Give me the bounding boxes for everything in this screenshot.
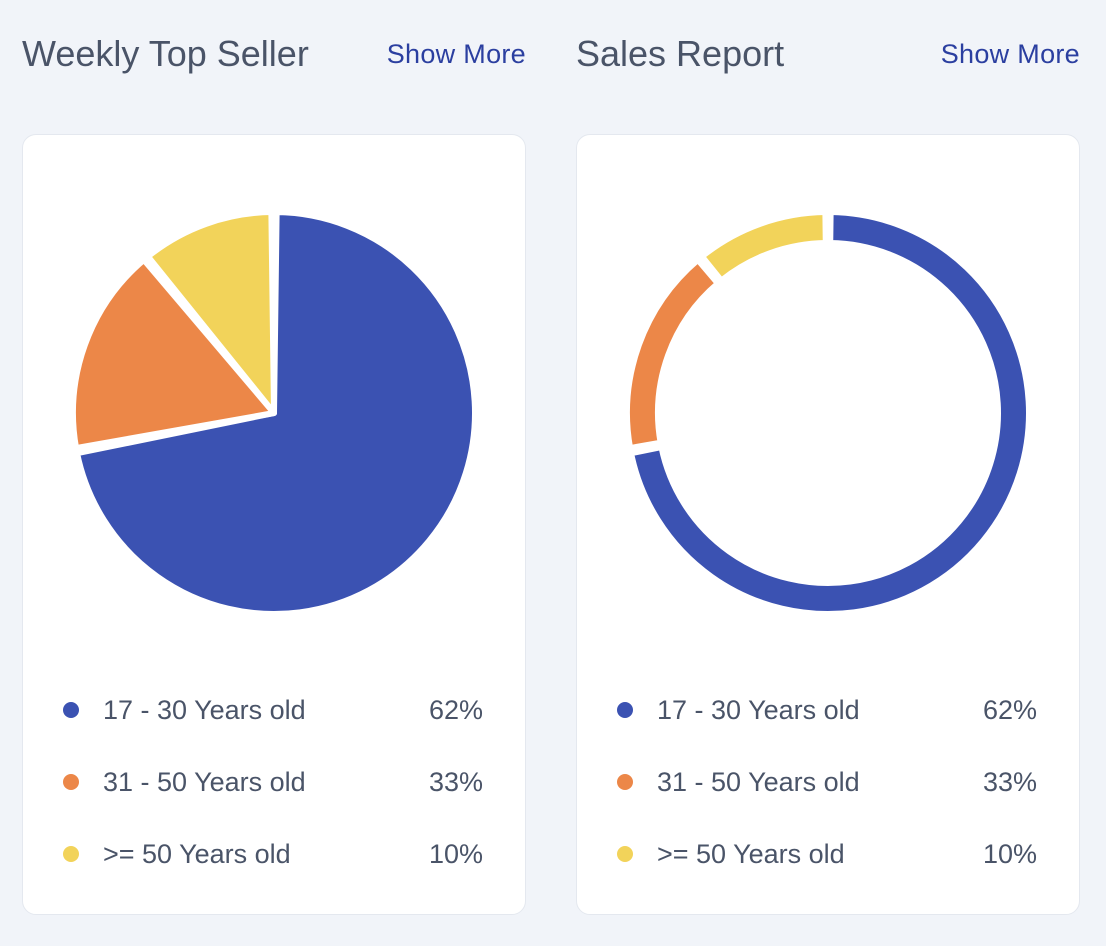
legend-value: 33% xyxy=(428,767,483,797)
legend-value: 10% xyxy=(982,839,1037,869)
legend-item: 31 - 50 Years old 33% xyxy=(23,762,525,802)
legend-label: >= 50 Years old xyxy=(103,839,291,869)
legend-item: 31 - 50 Years old 33% xyxy=(577,762,1079,802)
legend-value: 62% xyxy=(982,695,1037,725)
legend-item: 17 - 30 Years old 62% xyxy=(23,690,525,730)
legend-dot xyxy=(63,774,79,790)
legend-dot xyxy=(617,846,633,862)
show-more-link[interactable]: Show More xyxy=(940,39,1080,69)
slice-17-30-years-old[interactable] xyxy=(628,209,1032,617)
pie-chart xyxy=(70,209,478,617)
legend-value: 33% xyxy=(982,767,1037,797)
slice-50-years-old[interactable] xyxy=(144,209,277,416)
legend-dot xyxy=(63,702,79,718)
legend-dot xyxy=(617,702,633,718)
legend-label: 17 - 30 Years old xyxy=(657,695,860,725)
weekly-top-seller-panel: Weekly Top Seller Show More 17 - 30 Year… xyxy=(22,0,526,946)
legend-dot xyxy=(63,846,79,862)
legend-item: >= 50 Years old 10% xyxy=(23,834,525,874)
legend-value: 62% xyxy=(428,695,483,725)
panel-title: Sales Report xyxy=(576,33,785,74)
slice-31-50-years-old[interactable] xyxy=(624,256,721,452)
slice-31-50-years-old[interactable] xyxy=(70,256,277,452)
chart-card: 17 - 30 Years old 62% 31 - 50 Years old … xyxy=(22,134,526,915)
panel-title: Weekly Top Seller xyxy=(22,33,309,74)
legend-value: 10% xyxy=(428,839,483,869)
panel-header: Weekly Top Seller Show More xyxy=(22,30,526,80)
legend-label: 31 - 50 Years old xyxy=(103,767,306,797)
legend-label: 31 - 50 Years old xyxy=(657,767,860,797)
legend-label: >= 50 Years old xyxy=(657,839,845,869)
donut-chart xyxy=(624,209,1032,617)
legend-dot xyxy=(617,774,633,790)
legend-item: >= 50 Years old 10% xyxy=(577,834,1079,874)
sales-report-panel: Sales Report Show More 17 - 30 Years old… xyxy=(576,0,1080,946)
legend-label: 17 - 30 Years old xyxy=(103,695,306,725)
slice-50-years-old[interactable] xyxy=(698,209,829,284)
panel-header: Sales Report Show More xyxy=(576,30,1080,80)
legend-item: 17 - 30 Years old 62% xyxy=(577,690,1079,730)
show-more-link[interactable]: Show More xyxy=(386,39,526,69)
chart-card: 17 - 30 Years old 62% 31 - 50 Years old … xyxy=(576,134,1080,915)
